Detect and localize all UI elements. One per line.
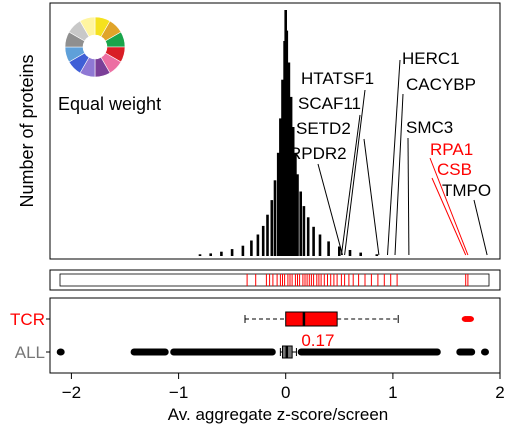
histogram-bar [375, 254, 379, 256]
annotation-label: RPA1 [430, 140, 473, 159]
rug-panel [49, 269, 501, 291]
histogram-bar [287, 62, 291, 256]
series-label: TCR [10, 310, 45, 329]
annotation-line [407, 137, 410, 256]
histogram-bar [198, 254, 202, 256]
annotation-label: HERC1 [402, 49, 460, 68]
annotation-labels: HTATSF1 SCAF11 SETD2 RPDR2 HERC1 CACYBP SMC3 RP… [289, 49, 491, 200]
annotation-label: SETD2 [296, 119, 351, 138]
x-tick-label: 1 [388, 383, 397, 402]
histogram-bar [318, 234, 322, 256]
histogram-bar [276, 152, 280, 256]
histogram-bar [270, 200, 274, 256]
annotation-line [317, 163, 343, 256]
rug-ticks [246, 274, 469, 286]
histogram-bar [281, 79, 284, 256]
histogram-bar [289, 96, 293, 257]
x-axis: −2 −1 0 1 2 [62, 373, 505, 402]
annotation-label: CACYBP [406, 75, 476, 94]
histogram-bar [220, 251, 223, 256]
box [285, 311, 338, 327]
y-axis-label: Number of proteins [17, 54, 37, 207]
outlier-point [56, 348, 65, 356]
histogram-bar [348, 250, 352, 256]
histogram-bar [302, 206, 306, 256]
rug-frame-outer [49, 269, 501, 291]
histogram-bar [209, 253, 212, 256]
outlier-band [456, 348, 476, 356]
series-label: ALL [15, 343, 45, 362]
histogram-bar [312, 226, 315, 256]
histogram-bar [273, 180, 277, 256]
annotation-line [340, 114, 361, 256]
histogram-bar [299, 191, 302, 256]
annotation-line [387, 59, 401, 256]
annotation-line [431, 177, 467, 256]
outlier-band [130, 348, 169, 356]
histogram-bar [285, 30, 289, 256]
histogram-bar [279, 118, 282, 257]
histogram-panel: HTATSF1 SCAF11 SETD2 RPDR2 HERC1 CACYBP SMC3 RP… [17, 2, 501, 260]
legend-label: Equal weight [58, 94, 161, 114]
histogram-bar [256, 234, 260, 256]
histogram-bar [327, 241, 330, 256]
annotation-line [473, 199, 488, 256]
annotation-line [394, 93, 404, 256]
x-tick-label: −2 [62, 383, 81, 402]
annotation-line [344, 89, 366, 256]
outlier-band [170, 348, 276, 356]
annotation-label: CSB [437, 160, 472, 179]
annotation-label: HTATSF1 [301, 69, 374, 88]
histogram-bar [261, 225, 265, 256]
histogram-frame [49, 2, 501, 260]
annotation-line [363, 138, 380, 256]
histogram-bar [241, 245, 245, 256]
boxplot-frame [49, 297, 501, 374]
histogram-bar [296, 174, 299, 256]
x-tick-label: 0 [281, 383, 290, 402]
annotation-label: TMPO [442, 181, 491, 200]
outlier-point [481, 348, 489, 356]
x-tick-label: 2 [495, 383, 504, 402]
histogram-bar [250, 240, 253, 256]
x-tick-label: −1 [169, 383, 188, 402]
histogram-bar [338, 246, 341, 256]
color-wheel-segment [79, 16, 96, 38]
x-axis-label: Av. aggregate z-score/screen [168, 405, 389, 424]
series-labels: TCR ALL [10, 310, 50, 362]
annotation-label: SMC3 [406, 118, 453, 137]
histogram-bars [198, 10, 379, 257]
annotation-lines [317, 59, 488, 256]
histogram-bar [294, 152, 297, 256]
annotation-label: RPDR2 [289, 144, 347, 163]
outlier-point [466, 316, 474, 322]
color-wheel-icon [64, 16, 126, 78]
rug-frame-inner [59, 273, 490, 287]
histogram-bar [359, 252, 362, 256]
annotation-line [429, 157, 469, 256]
outlier-band [297, 348, 441, 356]
histogram-bar [306, 217, 310, 256]
median-value-label: 0.17 [301, 331, 334, 350]
annotation-label: SCAF11 [298, 94, 361, 113]
boxplot-panel: 0.17 TCR ALL −2 −1 0 1 2 Av. aggregate z-scor… [10, 297, 505, 424]
histogram-bar [291, 127, 295, 256]
histogram-bar [266, 214, 269, 256]
boxplots: 0.17 [56, 311, 489, 359]
histogram-bar [230, 249, 234, 256]
